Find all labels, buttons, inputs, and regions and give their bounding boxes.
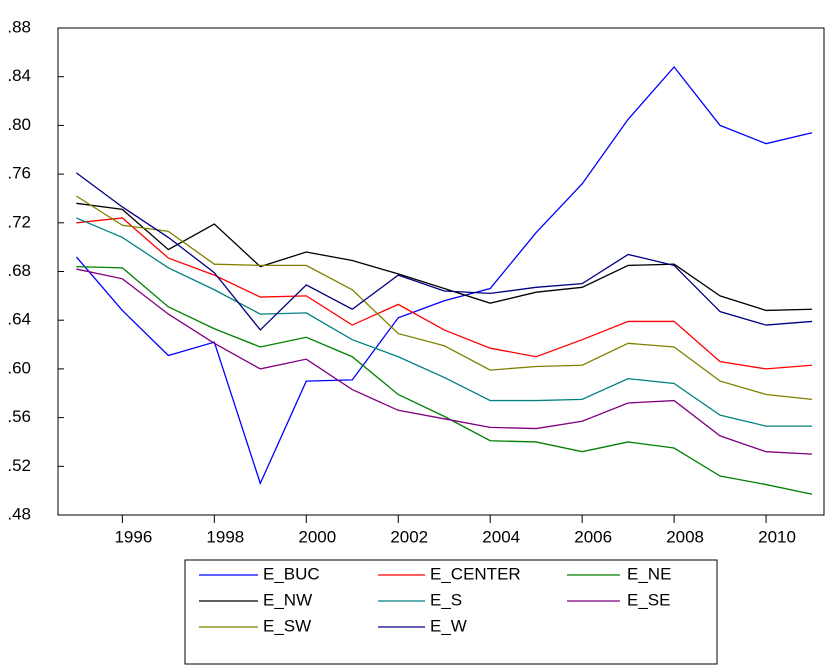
series-line [76, 195, 813, 400]
series-line [75, 65, 813, 486]
series-line [76, 172, 813, 331]
series-line [76, 217, 813, 427]
legend-box [184, 559, 718, 665]
x-tick-label: 2004 [482, 527, 520, 546]
series-line [76, 268, 813, 455]
x-tick-label: 2000 [298, 527, 336, 546]
y-tick-label: .56 [7, 407, 31, 426]
y-tick-label: .52 [7, 456, 31, 475]
x-tick-label: 1996 [114, 527, 152, 546]
y-tick-label: .80 [7, 115, 31, 134]
y-tick-label: .72 [7, 212, 31, 231]
x-tick-label: 2010 [758, 527, 796, 546]
x-tick-label: 2002 [390, 527, 428, 546]
x-tick-label: 2006 [574, 527, 612, 546]
x-tick-label: 2008 [666, 527, 704, 546]
legend-label: E_S [430, 590, 462, 609]
series-line [76, 265, 813, 495]
legend-label: E_CENTER [430, 564, 521, 583]
y-tick-label: .68 [7, 261, 31, 280]
y-tick-label: .88 [7, 17, 31, 36]
legend-label: E_SE [627, 590, 670, 609]
legend-label: E_NW [263, 590, 312, 609]
legend-label: E_BUC [263, 564, 320, 583]
x-tick-label: 1998 [206, 527, 244, 546]
y-tick-label: .76 [7, 164, 31, 183]
legend-label: E_NE [627, 564, 671, 583]
series-line [76, 202, 813, 312]
y-tick-label: .84 [7, 66, 31, 85]
y-tick-label: .60 [7, 358, 31, 377]
legend-label: E_W [430, 616, 467, 635]
y-tick-label: .64 [7, 310, 31, 329]
plot-frame [57, 27, 825, 516]
y-tick-label: .48 [7, 504, 31, 523]
legend-label: E_SW [263, 616, 311, 635]
series-line [76, 217, 813, 370]
